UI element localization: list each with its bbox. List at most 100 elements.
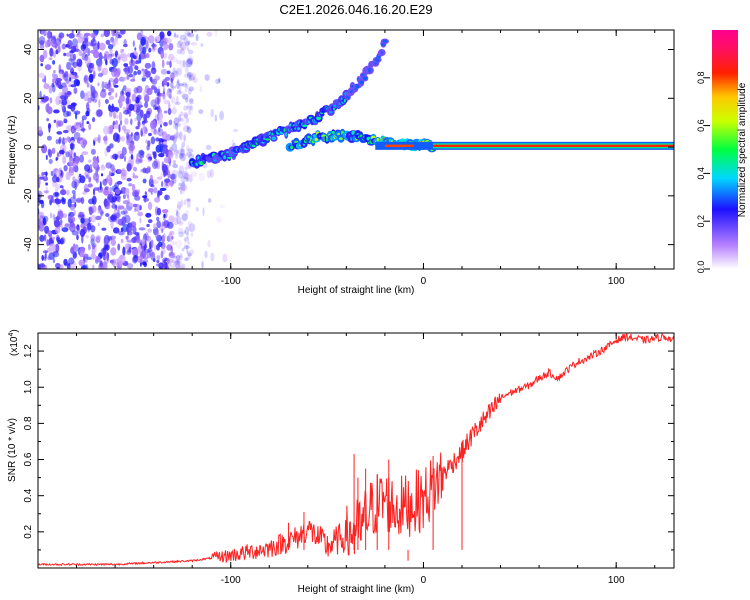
noise-blob <box>182 82 187 86</box>
noise-blob <box>122 194 126 200</box>
noise-blob <box>175 262 181 269</box>
noise-blob <box>190 72 197 81</box>
noise-blob <box>159 187 167 191</box>
noise-blob <box>45 182 48 186</box>
noise-blob <box>186 46 189 52</box>
noise-blob <box>51 195 54 203</box>
noise-blob <box>184 73 191 78</box>
noise-blob <box>186 105 191 110</box>
snr-panel: -100 0 100 0.2 0.4 0.6 0.8 1.0 1.2 Height of st… <box>7 329 675 595</box>
noise-blob <box>145 212 152 218</box>
noise-blob <box>79 154 84 163</box>
noise-blob <box>172 120 176 129</box>
noise-blob <box>117 169 121 173</box>
noise-blob <box>189 106 193 116</box>
noise-blob <box>163 171 169 176</box>
spectrogram-x-ticks: -100 0 100 <box>76 30 656 287</box>
noise-blob <box>46 30 52 40</box>
noise-blob <box>231 139 235 147</box>
noise-blob <box>55 243 60 253</box>
noise-blob <box>51 82 55 88</box>
noise-blob <box>128 113 131 117</box>
noise-blob <box>146 165 150 173</box>
noise-blob <box>49 212 53 219</box>
lower-branch <box>331 130 335 135</box>
noise-blob <box>110 247 117 256</box>
noise-blob <box>142 122 146 131</box>
noise-blob <box>76 234 79 241</box>
noise-blob <box>38 126 43 134</box>
noise-blob <box>126 239 133 243</box>
noise-blob <box>110 239 116 246</box>
noise-blob <box>89 62 95 69</box>
noise-blob <box>70 142 74 149</box>
noise-blob <box>92 172 100 181</box>
noise-blob <box>166 91 172 98</box>
noise-blob <box>42 217 47 226</box>
noise-blob <box>59 149 65 155</box>
noise-blob <box>116 67 121 76</box>
noise-blob <box>195 34 199 42</box>
noise-blob <box>184 239 187 246</box>
noise-blob <box>169 180 174 188</box>
noise-blob <box>139 205 142 211</box>
noise-blob <box>86 121 90 125</box>
y-tick-label: 40 <box>23 44 34 56</box>
noise-blob <box>186 32 191 36</box>
noise-blob <box>168 43 174 51</box>
noise-blob <box>158 153 165 158</box>
noise-blob <box>85 110 90 117</box>
noise-blob <box>130 153 134 160</box>
noise-blob <box>187 148 194 154</box>
cb-tick-label: 0.0 <box>696 261 706 274</box>
noise-blob <box>187 32 195 38</box>
noise-blob <box>64 71 69 78</box>
snr-multiplier-base: (x10 <box>9 336 20 356</box>
noise-blob <box>186 125 190 130</box>
noise-blob <box>122 223 128 233</box>
noise-blob <box>105 213 110 217</box>
noise-blob <box>125 97 130 106</box>
noise-blob <box>169 73 176 80</box>
noise-blob <box>186 198 191 202</box>
noise-blob <box>178 84 182 94</box>
noise-blob <box>168 93 172 99</box>
y-tick-label: -20 <box>23 188 34 203</box>
noise-blob <box>109 105 116 113</box>
noise-blob <box>186 126 192 134</box>
noise-blob <box>95 236 101 244</box>
noise-blob <box>185 152 193 157</box>
noise-blob <box>138 227 146 231</box>
noise-blob <box>183 230 186 234</box>
noise-blob <box>86 82 90 88</box>
noise-blob <box>104 186 109 190</box>
noise-blob <box>83 74 89 84</box>
noise-blob <box>172 159 176 165</box>
noise-blob <box>188 174 193 183</box>
noise-blob <box>154 106 159 110</box>
noise-blob <box>188 49 194 55</box>
noise-blob <box>180 111 184 117</box>
noise-blob <box>38 264 46 268</box>
noise-blob <box>113 124 120 129</box>
noise-blob <box>146 223 150 228</box>
noise-blob <box>128 183 133 187</box>
noise-blob <box>118 56 121 61</box>
noise-blob <box>174 212 181 218</box>
upper-branch <box>227 156 232 159</box>
noise-blob <box>123 63 129 67</box>
y-tick-label: 0.2 <box>23 524 34 538</box>
noise-blob <box>67 104 73 109</box>
noise-blob <box>173 117 179 126</box>
noise-blob <box>95 256 101 263</box>
noise-blob <box>206 31 213 37</box>
noise-blob <box>162 232 166 241</box>
spectrogram-y-label: Frequency (Hz) <box>7 116 18 185</box>
noise-blob <box>187 47 190 52</box>
noise-blob <box>101 81 105 90</box>
noise-blob <box>176 69 179 77</box>
noise-blob <box>39 43 45 50</box>
noise-blob <box>41 96 48 103</box>
noise-blob <box>118 123 121 133</box>
noise-blob <box>133 70 138 76</box>
